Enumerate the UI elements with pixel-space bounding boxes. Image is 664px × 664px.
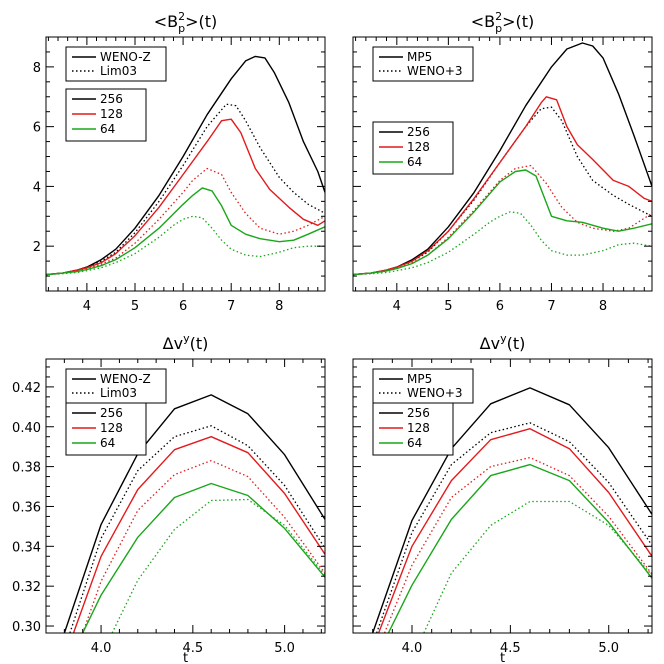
legend-method-label: WENO-Z [100, 50, 151, 64]
legend-methods-box [372, 368, 474, 404]
legend-resolution-label: 128 [407, 140, 430, 154]
y-tick-label: 8 [33, 61, 41, 76]
legend-resolution-label: 64 [407, 155, 422, 169]
series-line-128-solid [72, 436, 325, 633]
y-tick-label: 2 [33, 240, 41, 255]
x-tick-label: 4.5 [182, 641, 203, 656]
x-tick-label: 6 [179, 299, 187, 314]
chart-title: Δvy(t) [480, 332, 526, 353]
legend-resolutions-box [65, 402, 147, 456]
series-line-64-dotted [46, 215, 325, 276]
series-line-128-dotted [383, 456, 652, 633]
series-line-256-solid [372, 387, 652, 633]
legend-method-label: Lim03 [100, 64, 137, 78]
x-tick-label: 4 [393, 299, 401, 314]
series-line-64-solid [82, 482, 325, 633]
legend-methods-box [65, 368, 167, 404]
legend-methods-box [65, 46, 167, 82]
legend-resolution-label: 64 [407, 436, 422, 450]
series-line-128-solid [377, 428, 652, 633]
legend-resolution-label: 128 [100, 421, 123, 435]
x-tick-label: 5 [131, 299, 139, 314]
legend-method-label: MP5 [407, 372, 432, 386]
legend-methods-box [372, 46, 474, 82]
series-line-64-dotted [111, 498, 325, 633]
series-line-128-dotted [82, 459, 325, 633]
x-tick-label: 8 [275, 299, 283, 314]
legend-method-label: MP5 [407, 50, 432, 64]
x-tick-label: 4.0 [402, 641, 423, 656]
series-line-256-dotted [69, 425, 325, 633]
legend-method-label: WENO+3 [407, 386, 463, 400]
legend-resolution-label: 256 [407, 406, 430, 420]
y-tick-label: 0.38 [12, 461, 41, 476]
x-tick-label: 6 [496, 299, 504, 314]
y-tick-label: 0.40 [12, 421, 41, 436]
legend-resolutions-box [372, 402, 454, 456]
x-tick-label: 5 [444, 299, 452, 314]
x-tick-label: 7 [227, 299, 235, 314]
legend-resolution-label: 256 [100, 406, 123, 420]
plot-frame [352, 36, 653, 292]
series-line-128-solid [46, 118, 325, 276]
series-line-64-solid [387, 463, 652, 633]
y-tick-label: 0.42 [12, 381, 41, 396]
y-tick-label: 0.34 [12, 540, 41, 555]
x-tick-label: 8 [599, 299, 607, 314]
y-tick-label: 0.36 [12, 500, 41, 515]
series-line-128-dotted [46, 167, 325, 276]
legend-method-label: Lim03 [100, 386, 137, 400]
series-group [372, 387, 652, 633]
y-tick-label: 6 [33, 121, 41, 136]
series-line-64-solid [46, 187, 325, 276]
x-tick-label: 7 [547, 299, 555, 314]
x-axis-label: t [183, 651, 188, 664]
legend-resolution-label: 64 [100, 436, 115, 450]
x-tick-label: 5.0 [598, 641, 619, 656]
series-line-64-dotted [353, 211, 652, 276]
series-group [353, 42, 652, 276]
series-group [63, 394, 325, 633]
legend-resolution-label: 128 [407, 421, 430, 435]
legend-resolutions-box [372, 121, 454, 175]
legend-resolution-label: 128 [100, 107, 123, 121]
chart-panel-bl: 4.0 4.5 5.0 0.30 0.32 0.34 0.36 0.38 0.40 0.42 Δvy… [12, 332, 326, 664]
series-line-64-solid [353, 169, 652, 276]
y-tick-label: 0.30 [12, 620, 41, 635]
chart-title: Δvy(t) [163, 332, 209, 353]
legend-resolution-label: 256 [100, 92, 123, 106]
chart-title: <B2 p>(t) [471, 10, 535, 35]
series-line-128-solid [353, 96, 652, 276]
x-tick-label: 4.5 [500, 641, 521, 656]
series-group [46, 55, 325, 276]
y-tick-label: 0.32 [12, 580, 41, 595]
legend-resolution-label: 64 [100, 122, 115, 136]
chart-title: <B2 p>(t) [154, 10, 218, 35]
series-line-64-dotted [423, 500, 652, 633]
legend-resolutions-box [65, 88, 147, 142]
plot-frame [45, 36, 326, 292]
x-tick-label: 4.0 [91, 641, 112, 656]
legend-method-label: WENO+3 [407, 64, 463, 78]
x-axis-label: t [500, 651, 505, 664]
legend-method-label: WENO-Z [100, 372, 151, 386]
y-tick-label: 4 [33, 180, 41, 195]
series-line-256-solid [63, 394, 325, 633]
x-tick-label: 4 [83, 299, 91, 314]
x-tick-label: 5.0 [274, 641, 295, 656]
series-line-128-dotted [353, 164, 652, 276]
legend-resolution-label: 256 [407, 125, 430, 139]
